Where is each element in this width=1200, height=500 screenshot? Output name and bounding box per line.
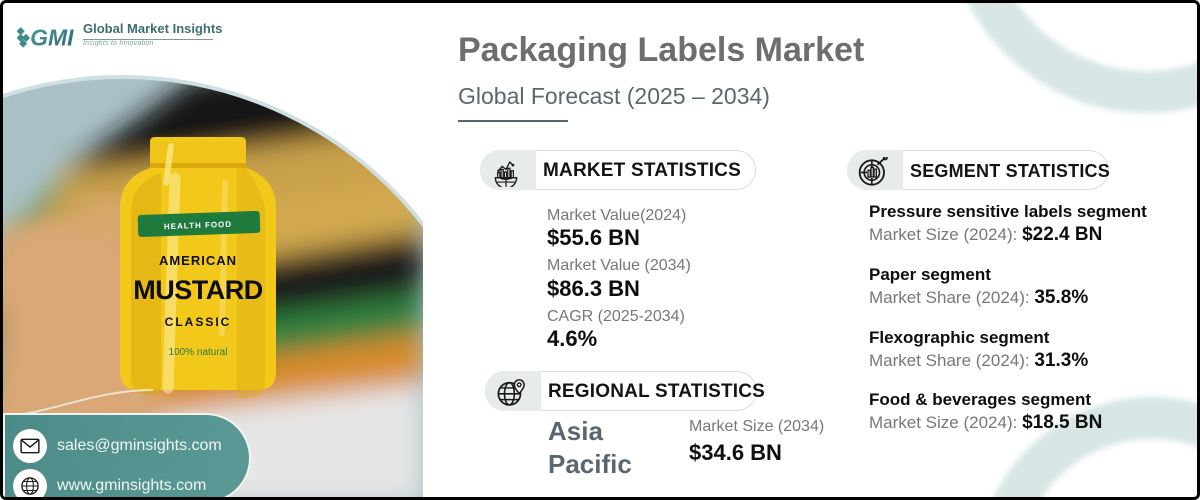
svg-text:MUSTARD: MUSTARD — [133, 275, 262, 305]
svg-text:AMERICAN: AMERICAN — [159, 253, 237, 268]
svg-text:100% natural: 100% natural — [169, 347, 228, 358]
svg-text:CLASSIC: CLASSIC — [165, 315, 232, 329]
